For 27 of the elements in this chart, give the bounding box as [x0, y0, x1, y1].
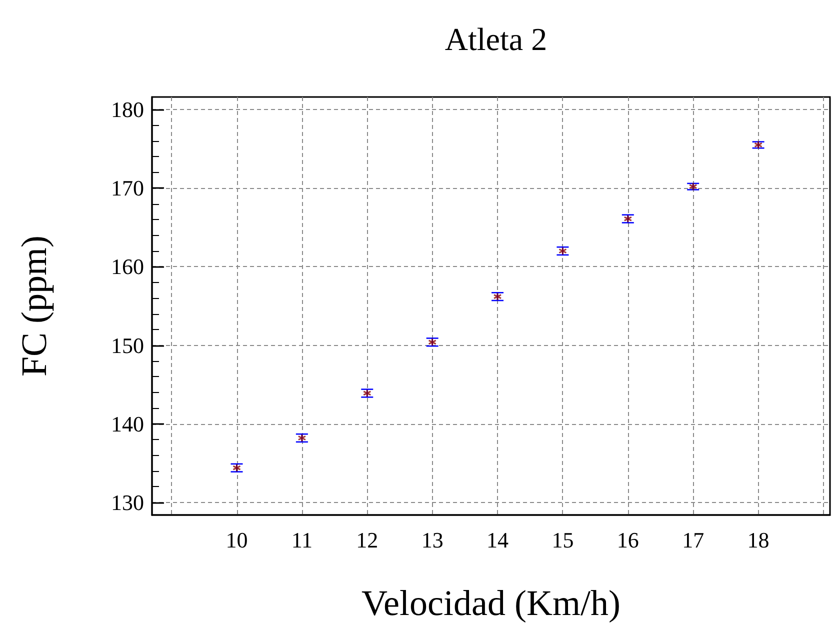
y-tick-label: 130 — [111, 490, 144, 515]
chart-title: Atleta 2 — [444, 21, 548, 57]
x-tick-label: 17 — [682, 528, 704, 552]
x-tick-label: 12 — [356, 528, 378, 552]
point — [624, 214, 632, 224]
point — [428, 338, 437, 346]
point — [558, 246, 567, 256]
point — [688, 182, 698, 191]
point — [362, 388, 372, 398]
x-tick-label: 13 — [421, 528, 444, 552]
y-tick-label: 160 — [111, 254, 144, 280]
x-tick-label: 14 — [486, 528, 509, 552]
y-tick-label: 180 — [111, 97, 144, 122]
y-tick-label: 170 — [111, 176, 144, 201]
y-tick-label: 150 — [111, 332, 144, 358]
x-tick-label: 18 — [747, 528, 770, 552]
y-axis-title: FC (ppm) — [14, 235, 54, 377]
point — [298, 434, 306, 442]
x-tick-label: 16 — [616, 528, 639, 552]
point — [754, 140, 763, 150]
point — [232, 464, 241, 472]
x-tick-label: 11 — [291, 528, 313, 552]
x-tick-label: 15 — [552, 528, 574, 552]
point — [493, 292, 502, 301]
x-tick-label: 10 — [226, 528, 248, 552]
x-axis-title: Velocidad (Km/h) — [362, 583, 620, 623]
y-tick-label: 140 — [111, 411, 144, 436]
